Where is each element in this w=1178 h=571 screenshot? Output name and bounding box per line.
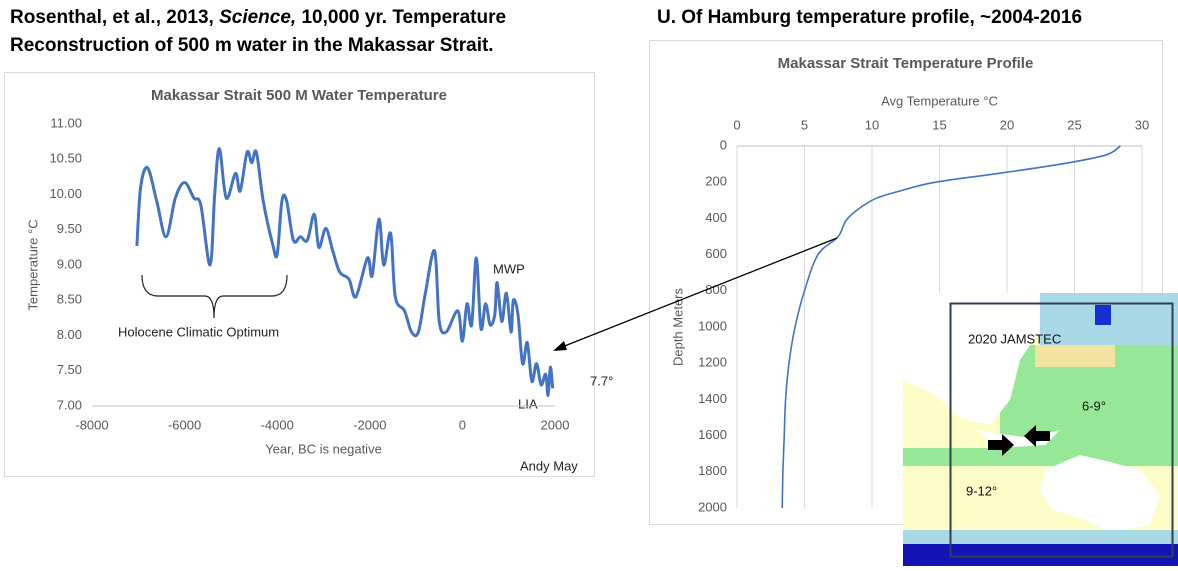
brace <box>141 274 288 319</box>
x-tick-label: 2000 <box>541 417 570 432</box>
y-tick-label: 10.00 <box>49 186 82 201</box>
x-tick-label: 0 <box>459 417 466 432</box>
y-tick-label: 2000 <box>698 499 727 514</box>
annotation: Holocene Climatic Optimum <box>118 324 279 339</box>
y-tick-label: 0 <box>720 137 727 152</box>
y-tick-label: 800 <box>705 282 727 297</box>
x-axis-title: Avg Temperature °C <box>881 93 998 108</box>
arrow <box>1024 425 1050 447</box>
x-tick-label: 25 <box>1067 117 1081 132</box>
y-tick-label: 7.50 <box>57 362 82 377</box>
y-tick-label: 7.00 <box>57 397 82 412</box>
x-tick-label: 20 <box>1000 117 1014 132</box>
chart-title: Makassar Strait Temperature Profile <box>778 55 1034 72</box>
heading-part: Science, <box>219 7 297 28</box>
y-tick-label: 1800 <box>698 463 727 478</box>
data-line <box>781 145 1121 509</box>
x-tick-label: 0 <box>733 117 740 132</box>
annotation: MWP <box>493 261 525 276</box>
map-band <box>903 530 1178 546</box>
x-tick-label: -4000 <box>261 417 294 432</box>
map-land <box>903 293 1040 425</box>
y-tick-label: 1000 <box>698 318 727 333</box>
y-tick-label: 10.50 <box>49 151 82 166</box>
map: 2020 JAMSTEC 6-9° 9-12° <box>903 293 1178 566</box>
map-label: 9-12° <box>966 483 997 498</box>
y-tick-label: 9.00 <box>57 256 82 271</box>
x-tick-label: 30 <box>1135 117 1149 132</box>
y-tick-label: 8.00 <box>57 327 82 342</box>
y-tick-label: 11.00 <box>50 115 82 130</box>
y-tick-label: 1600 <box>698 427 727 442</box>
x-tick-label: -6000 <box>168 417 201 432</box>
y-tick-label: 1200 <box>698 355 727 370</box>
annotation: Andy May <box>520 458 578 473</box>
heading-part: 10,000 yr. Temperature <box>296 7 507 28</box>
chart-frame <box>4 72 595 477</box>
heading: U. Of Hamburg temperature profile, ~2004… <box>657 7 1083 28</box>
heading-part: Reconstruction of 500 m water in the Mak… <box>10 35 494 56</box>
heading: Rosenthal, et al., 2013, Science, 10,000… <box>10 4 506 60</box>
map-frame <box>949 302 1174 558</box>
y-tick-label: 1400 <box>698 391 727 406</box>
y-axis-title: Depth Meters <box>670 287 685 366</box>
x-tick-label: 10 <box>865 117 879 132</box>
y-tick-label: 200 <box>705 174 727 189</box>
y-tick-label: 9.50 <box>57 221 82 236</box>
map-band <box>903 544 1178 566</box>
y-axis-title: Temperature °C <box>25 219 40 310</box>
annotation: 7.7° <box>590 373 613 388</box>
x-axis-title: Year, BC is negative <box>265 441 382 456</box>
map-band <box>903 448 1178 466</box>
x-tick-label: -8000 <box>75 417 108 432</box>
map-source: 2020 JAMSTEC <box>968 331 1061 346</box>
x-tick-label: 15 <box>932 117 946 132</box>
arrow <box>988 434 1014 456</box>
connector <box>561 237 838 348</box>
annotation: LIA <box>518 396 538 411</box>
data-line <box>135 147 555 397</box>
map-band <box>1035 345 1115 367</box>
x-tick-label: 5 <box>801 117 808 132</box>
map-land <box>1040 455 1160 532</box>
heading-part: Rosenthal, et al., 2013, <box>10 7 220 28</box>
chart-title: Makassar Strait 500 M Water Temperature <box>151 87 447 104</box>
y-tick-label: 600 <box>705 246 727 261</box>
map-band <box>1095 305 1111 325</box>
y-tick-label: 400 <box>705 210 727 225</box>
y-tick-label: 8.50 <box>57 292 82 307</box>
x-tick-label: -2000 <box>353 417 386 432</box>
connector-head <box>553 341 567 351</box>
map-label: 6-9° <box>1082 398 1106 413</box>
